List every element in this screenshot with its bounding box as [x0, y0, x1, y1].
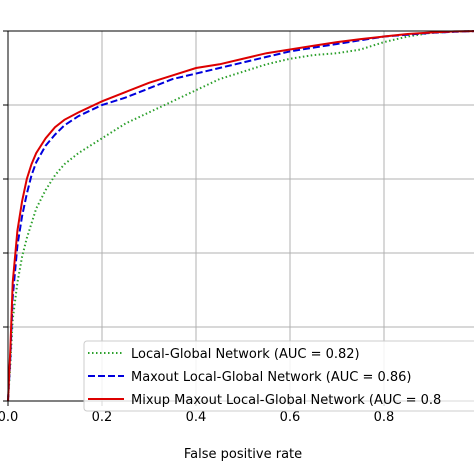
series-lines: [7, 30, 474, 402]
legend-label-local-global: Local-Global Network (AUC = 0.82): [131, 347, 360, 362]
legend-box: [83, 340, 474, 412]
grid: [7, 31, 474, 401]
x-tick-label-0: 0.0: [0, 410, 18, 425]
x-tick-label-2: 0.4: [186, 410, 207, 425]
x-tick-label-4: 0.8: [374, 410, 395, 425]
x-axis-label: False positive rate: [184, 447, 302, 462]
series-line-2: [7, 30, 474, 402]
x-tick-label-1: 0.2: [92, 410, 113, 425]
legend-label-maxout: Maxout Local-Global Network (AUC = 0.86): [131, 370, 412, 385]
x-tick-label-3: 0.6: [280, 410, 301, 425]
legend-label-mixup-maxout: Mixup Maxout Local-Global Network (AUC =…: [131, 393, 441, 408]
legend: Local-Global Network (AUC = 0.82) Maxout…: [83, 340, 474, 412]
